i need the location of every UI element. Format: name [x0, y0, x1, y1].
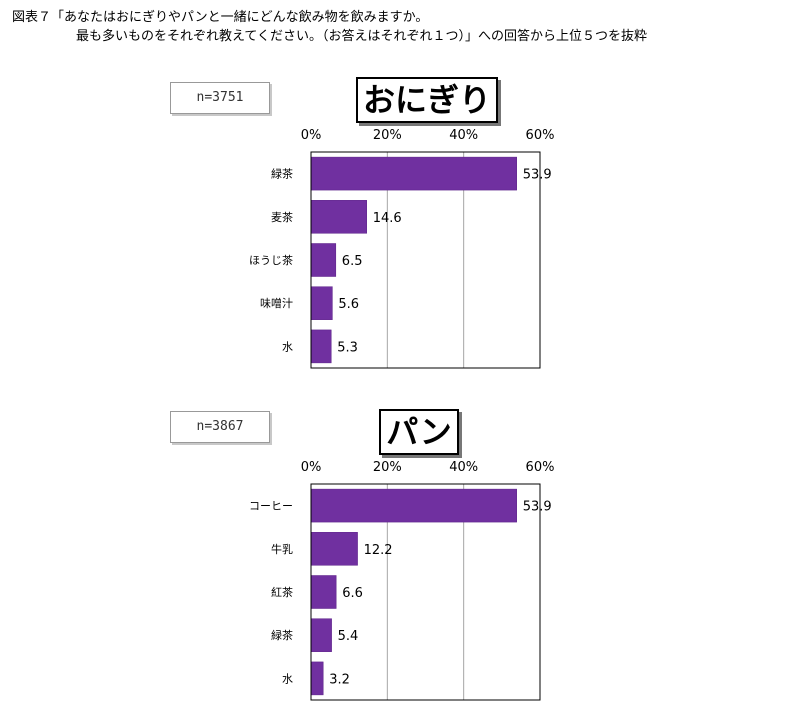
bar	[310, 618, 332, 652]
bar	[310, 575, 337, 609]
value-label: 14.6	[373, 211, 402, 226]
x-tick-label: 60%	[526, 460, 555, 475]
category-label: コーヒー	[249, 500, 293, 513]
category-label: ほうじ茶	[249, 254, 293, 267]
category-label: 味噌汁	[260, 297, 293, 310]
figure-caption: 図表７「あなたはおにぎりやパンと一緒にどんな飲み物を飲みますか。最も多いものをそ…	[12, 8, 647, 46]
bar	[310, 156, 517, 191]
x-tick-label: 40%	[449, 128, 478, 143]
value-label: 53.9	[523, 500, 552, 515]
category-label: 麦茶	[271, 211, 293, 224]
chart-panel-onigiri: n=3751 おにぎり 0% 20% 40% 60% 緑茶 53.9 麦茶 14.6 ほうじ茶 6…	[0, 0, 810, 369]
value-label: 53.9	[523, 168, 552, 183]
value-label: 12.2	[364, 543, 393, 558]
category-label: 牛乳	[271, 542, 293, 556]
category-label: 水	[282, 672, 293, 685]
value-label: 5.4	[338, 629, 359, 644]
bar-chart-onigiri: 0% 20% 40% 60% 緑茶 53.9 麦茶 14.6 ほうじ茶 6.5 味噌汁 5.6 水 5.3	[249, 128, 555, 369]
sample-size-box: n=3751	[170, 82, 270, 114]
value-label: 5.6	[338, 297, 359, 312]
category-label: 緑茶	[271, 167, 293, 181]
value-label: 6.6	[342, 586, 363, 601]
x-tick-label: 60%	[526, 128, 555, 143]
caption-line-2: 最も多いものをそれぞれ教えてください。（お答えはそれぞれ１つ）」への回答から上位…	[76, 29, 647, 44]
x-tick-label: 0%	[301, 128, 322, 143]
x-tick-label: 0%	[301, 460, 322, 475]
value-label: 5.3	[337, 340, 358, 355]
bar	[310, 532, 358, 566]
category-label: 紅茶	[271, 586, 293, 599]
bar	[310, 200, 367, 234]
plot-frame	[310, 483, 541, 701]
sample-size-box: n=3867	[170, 411, 270, 443]
value-label: 6.5	[342, 254, 363, 269]
category-label: 水	[282, 340, 293, 353]
chart-panel-pan: n=3867 パン 0% 20% 40% 60% コーヒー 53.9 牛乳 12.2 紅茶 6.6…	[0, 0, 810, 701]
value-label: 3.2	[329, 672, 350, 687]
bar	[310, 488, 517, 523]
chart-title: パン	[379, 409, 459, 455]
bar	[310, 661, 324, 696]
x-tick-label: 40%	[449, 460, 478, 475]
chart-title: おにぎり	[356, 77, 498, 123]
caption-line-1: 図表７「あなたはおにぎりやパンと一緒にどんな飲み物を飲みますか。	[12, 10, 429, 25]
x-tick-label: 20%	[373, 460, 402, 475]
x-tick-label: 20%	[373, 128, 402, 143]
category-label: 緑茶	[271, 628, 293, 642]
plot-frame	[310, 151, 541, 369]
